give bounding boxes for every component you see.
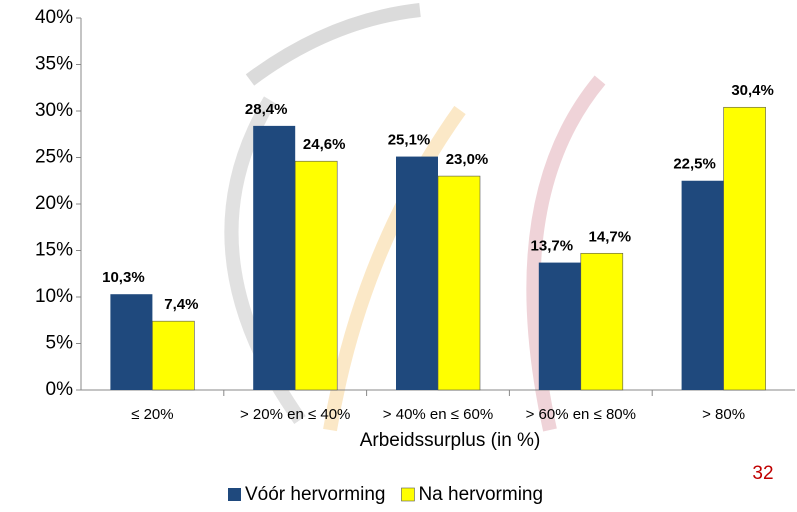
bar bbox=[539, 263, 581, 390]
y-tick-label: 0% bbox=[46, 379, 74, 400]
bar bbox=[724, 107, 766, 390]
x-tick-label: > 80% bbox=[702, 406, 745, 423]
data-label: 14,7% bbox=[589, 228, 632, 245]
data-label: 28,4% bbox=[245, 101, 288, 118]
chart: Arbeidssurplus (in %) 32 0% 5% 10% 15% 20% 25… bbox=[0, 0, 797, 512]
x-tick-label: > 60% en ≤ 80% bbox=[526, 406, 636, 423]
bar bbox=[110, 294, 152, 390]
y-tick-label: 40% bbox=[35, 7, 73, 28]
y-tick-label: 5% bbox=[46, 333, 74, 354]
data-label: 30,4% bbox=[731, 82, 774, 99]
page-number: 32 bbox=[752, 463, 773, 484]
bar bbox=[295, 161, 337, 390]
data-label: 24,6% bbox=[303, 136, 346, 153]
bar bbox=[396, 157, 438, 390]
bar bbox=[682, 181, 724, 390]
x-tick-label: > 40% en ≤ 60% bbox=[383, 406, 493, 423]
bar bbox=[253, 126, 295, 390]
data-label: 7,4% bbox=[164, 296, 198, 313]
y-tick-label: 15% bbox=[35, 240, 73, 261]
legend-label: Na hervorming bbox=[418, 484, 543, 505]
arc bbox=[250, 10, 420, 80]
x-tick-label: ≤ 20% bbox=[131, 406, 173, 423]
y-tick-label: 30% bbox=[35, 100, 73, 121]
y-tick-label: 20% bbox=[35, 193, 73, 214]
legend-swatch bbox=[401, 488, 414, 501]
bar bbox=[438, 176, 480, 390]
data-label: 23,0% bbox=[446, 151, 489, 168]
legend-label: Vóór hervorming bbox=[245, 484, 385, 505]
y-tick-label: 35% bbox=[35, 54, 73, 75]
legend-swatch bbox=[228, 488, 241, 501]
data-label: 13,7% bbox=[531, 238, 574, 255]
data-label: 25,1% bbox=[388, 132, 431, 149]
y-tick-label: 10% bbox=[35, 286, 73, 307]
bar bbox=[152, 321, 194, 390]
bar bbox=[581, 253, 623, 390]
x-tick-label: > 20% en ≤ 40% bbox=[240, 406, 350, 423]
data-label: 22,5% bbox=[673, 156, 716, 173]
y-tick-label: 25% bbox=[35, 147, 73, 168]
x-axis-label: Arbeidssurplus (in %) bbox=[360, 430, 541, 451]
data-label: 10,3% bbox=[102, 269, 145, 286]
